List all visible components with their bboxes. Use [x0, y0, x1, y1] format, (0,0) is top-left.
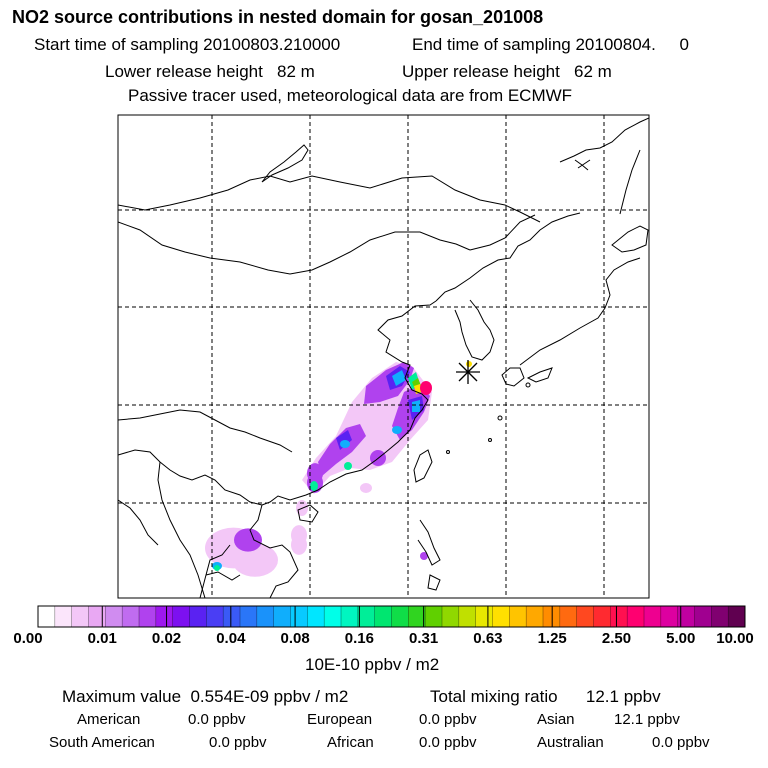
plume-contour [234, 528, 262, 552]
colorbar-tick-label: 0.04 [216, 630, 246, 647]
map-frame [117, 114, 650, 599]
colorbar-swatch [509, 606, 527, 627]
colorbar-swatch [677, 606, 695, 627]
colorbar-tick-label: 0.08 [280, 630, 310, 647]
colorbar-swatch [644, 606, 662, 627]
african-label: African [327, 734, 374, 751]
colorbar-tick-label: 0.01 [87, 630, 117, 647]
colorbar-unit: 10E-10 ppbv / m2 [305, 655, 440, 674]
colorbar-tick-label: 0.16 [344, 630, 374, 647]
colorbar-swatch [610, 606, 628, 627]
colorbar-swatch [593, 606, 611, 627]
plume-contour [420, 381, 432, 395]
african-value: 0.0 ppbv [419, 734, 477, 751]
colorbar-swatch [273, 606, 291, 627]
colorbar-swatch [559, 606, 578, 627]
colorbar-swatch [475, 606, 493, 627]
plume-contour [340, 440, 350, 448]
colorbar-swatch [155, 606, 174, 627]
upper-release-height: Upper release height 62 m [402, 62, 612, 81]
colorbar-tick-label: 0.00 [13, 630, 43, 647]
colorbar-swatch [711, 606, 729, 627]
colorbar-tick-label: 10.00 [716, 630, 754, 647]
lat-lon-grid [118, 115, 649, 598]
end-time-label: End time of sampling 20100804. 0 [412, 35, 689, 54]
colorbar-swatch [88, 606, 106, 627]
plume-contour [412, 400, 420, 412]
plot-title: NO2 source contributions in nested domai… [12, 7, 544, 27]
american-value: 0.0 ppbv [188, 711, 246, 728]
colorbar-swatch [38, 606, 56, 627]
colorbar-swatch [290, 606, 308, 627]
colorbar-swatch [206, 606, 224, 627]
colorbar-tick-label: 5.00 [666, 630, 696, 647]
no2-plume [205, 361, 472, 577]
colorbar [37, 605, 746, 628]
colorbar-swatch [458, 606, 477, 627]
colorbar-swatch [172, 606, 190, 627]
american-label: American [77, 711, 141, 728]
colorbar-swatch [256, 606, 275, 627]
total-mixing-ratio: Total mixing ratio 12.1 ppbv [430, 687, 661, 706]
colorbar-swatch [105, 606, 123, 627]
australian-label: Australian [537, 734, 604, 751]
plume-contour [466, 361, 472, 367]
colorbar-swatch [54, 606, 73, 627]
european-label: European [307, 711, 373, 728]
colorbar-swatch [122, 606, 140, 627]
colorbar-swatch [694, 606, 712, 627]
colorbar-swatch [408, 606, 426, 627]
colorbar-swatch [341, 606, 359, 627]
colorbar-tick-label: 0.63 [473, 630, 503, 647]
south-american-value: 0.0 ppbv [209, 734, 267, 751]
colorbar-swatch [660, 606, 679, 627]
plume-contour [420, 552, 428, 560]
plume-contour [360, 483, 372, 493]
colorbar-swatch [374, 606, 392, 627]
colorbar-swatch [627, 606, 645, 627]
colorbar-tick-label: 1.25 [537, 630, 567, 647]
plume-contour [318, 424, 366, 476]
colorbar-swatch [189, 606, 207, 627]
coastlines [118, 117, 649, 598]
asian-label: Asian [537, 711, 575, 728]
max-value: Maximum value 0.554E-09 ppbv / m2 [62, 687, 349, 706]
colorbar-swatch [728, 606, 746, 627]
colorbar-outline [37, 605, 746, 628]
south-american-label: South American [49, 734, 155, 751]
plume-contour [291, 525, 307, 555]
plume-contour [392, 370, 406, 386]
colorbar-swatch [543, 606, 561, 627]
european-value: 0.0 ppbv [419, 711, 477, 728]
colorbar-swatch [240, 606, 258, 627]
colorbar-swatch [442, 606, 460, 627]
plume-contour [336, 430, 352, 450]
plume-contour [392, 426, 402, 434]
colorbar-swatch [324, 606, 342, 627]
receptor-marker [456, 360, 480, 384]
start-time-label: Start time of sampling 20100803.210000 [34, 35, 341, 54]
colorbar-swatch [576, 606, 594, 627]
colorbar-tick-label: 2.50 [601, 630, 632, 647]
australian-value: 0.0 ppbv [652, 734, 710, 751]
colorbar-tick-label: 0.02 [151, 630, 182, 647]
colorbar-swatch [425, 606, 443, 627]
colorbar-swatch [139, 606, 157, 627]
tracer-note: Passive tracer used, meteorological data… [128, 86, 573, 105]
colorbar-swatch [391, 606, 409, 627]
plume-contour [214, 565, 220, 571]
colorbar-swatch [492, 606, 510, 627]
colorbar-swatch [223, 606, 241, 627]
lower-release-height: Lower release height 82 m [105, 62, 315, 81]
colorbar-swatch [71, 606, 89, 627]
plume-contour [310, 481, 318, 491]
plume-contour [344, 462, 352, 470]
colorbar-swatch [526, 606, 544, 627]
colorbar-tick-label: 0.31 [409, 630, 439, 647]
asian-value: 12.1 ppbv [614, 711, 680, 728]
colorbar-swatch [307, 606, 325, 627]
colorbar-swatch [357, 606, 376, 627]
plume-contour [232, 543, 278, 577]
